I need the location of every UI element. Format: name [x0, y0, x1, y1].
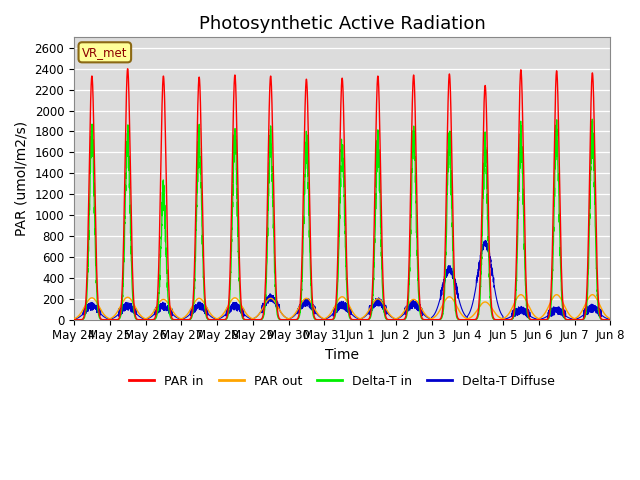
Y-axis label: PAR (umol/m2/s): PAR (umol/m2/s)	[15, 121, 29, 236]
Text: VR_met: VR_met	[82, 46, 127, 59]
Legend: PAR in, PAR out, Delta-T in, Delta-T Diffuse: PAR in, PAR out, Delta-T in, Delta-T Dif…	[124, 370, 560, 393]
Title: Photosynthetic Active Radiation: Photosynthetic Active Radiation	[199, 15, 486, 33]
X-axis label: Time: Time	[325, 348, 359, 362]
